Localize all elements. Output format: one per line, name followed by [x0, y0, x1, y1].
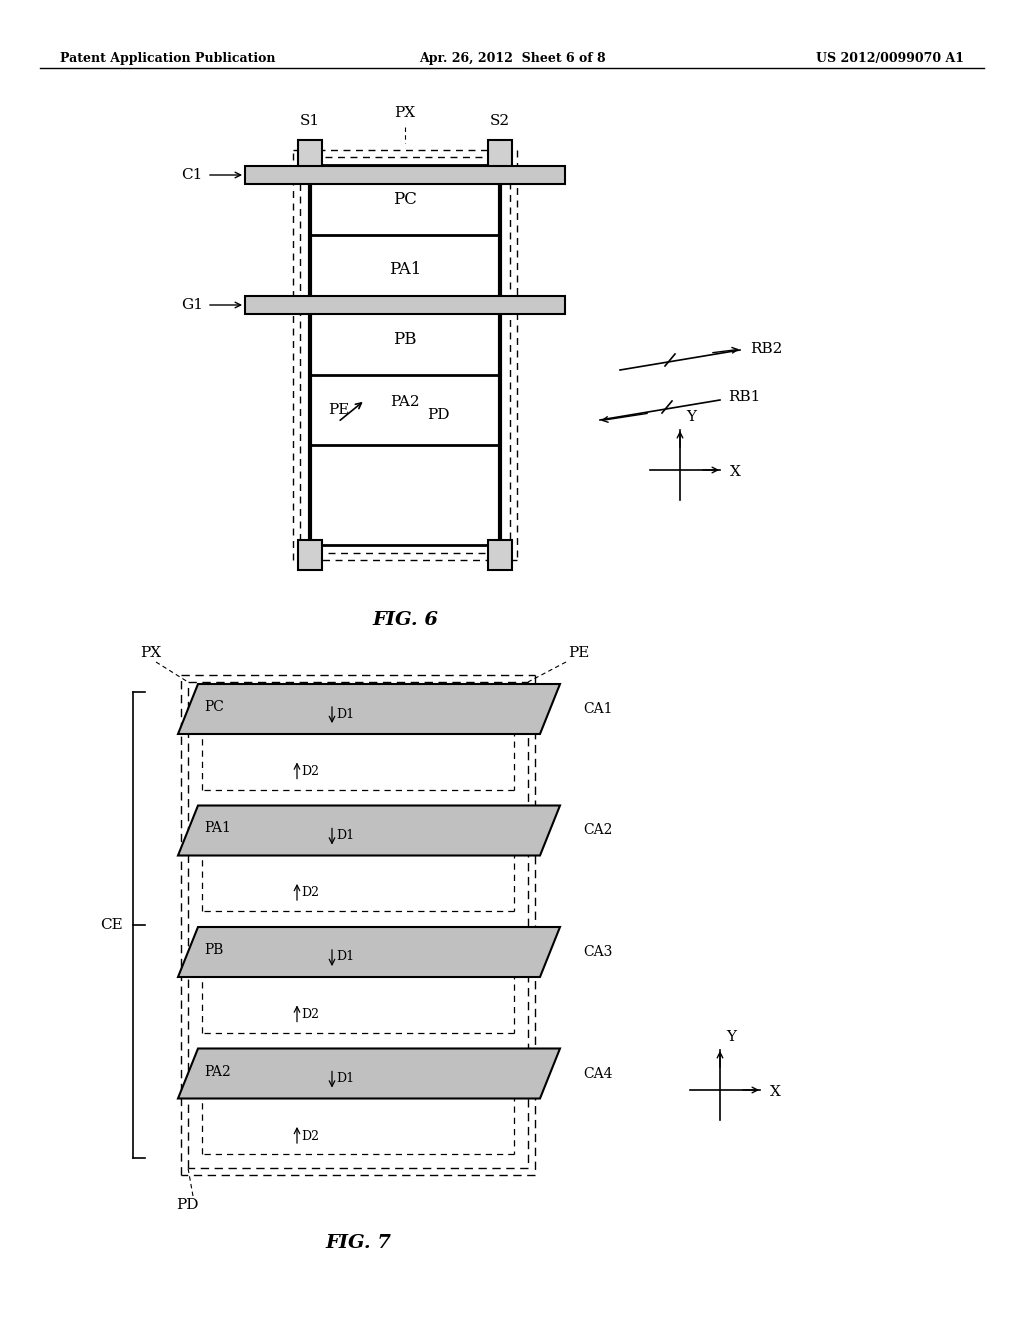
Polygon shape [178, 1048, 560, 1098]
Bar [298, 540, 322, 570]
Text: CA1: CA1 [583, 702, 612, 715]
Text: Y: Y [686, 411, 696, 424]
Text: PC: PC [204, 700, 224, 714]
Text: D1: D1 [336, 829, 354, 842]
Text: D1: D1 [336, 950, 354, 964]
Polygon shape [178, 805, 560, 855]
Text: C1: C1 [181, 168, 203, 182]
Text: PA2: PA2 [390, 395, 420, 409]
Text: PA1: PA1 [204, 821, 230, 836]
Text: X: X [730, 465, 741, 479]
Text: PX: PX [140, 645, 161, 660]
Text: PD: PD [427, 408, 450, 422]
Text: PB: PB [204, 942, 223, 957]
Text: PE: PE [568, 645, 590, 660]
Text: D2: D2 [301, 887, 319, 899]
Text: Y: Y [726, 1030, 736, 1044]
Polygon shape [178, 927, 560, 977]
Text: Patent Application Publication: Patent Application Publication [60, 51, 275, 65]
Text: G1: G1 [181, 298, 203, 312]
Text: D2: D2 [301, 766, 319, 777]
Text: PB: PB [393, 331, 417, 348]
Text: CE: CE [100, 917, 123, 932]
Text: FIG. 7: FIG. 7 [325, 1234, 391, 1251]
Text: D1: D1 [336, 708, 354, 721]
Text: CA4: CA4 [583, 1067, 612, 1081]
Text: PE: PE [328, 403, 349, 417]
Text: CA2: CA2 [583, 824, 612, 837]
Bar [488, 540, 512, 570]
Text: Apr. 26, 2012  Sheet 6 of 8: Apr. 26, 2012 Sheet 6 of 8 [419, 51, 605, 65]
Text: RB1: RB1 [728, 389, 761, 404]
Text: X: X [770, 1085, 781, 1100]
Text: CA3: CA3 [583, 945, 612, 960]
Text: S1: S1 [300, 114, 321, 128]
Bar [245, 296, 565, 314]
Text: PD: PD [176, 1199, 199, 1212]
Text: RB2: RB2 [750, 342, 782, 356]
Polygon shape [178, 684, 560, 734]
Text: D2: D2 [301, 1008, 319, 1020]
Text: S2: S2 [489, 114, 510, 128]
Text: D2: D2 [301, 1130, 319, 1143]
Bar [245, 166, 565, 183]
Bar [488, 140, 512, 170]
Bar [298, 140, 322, 170]
Text: PA1: PA1 [389, 261, 421, 279]
Text: FIG. 6: FIG. 6 [372, 611, 438, 630]
Text: PX: PX [394, 106, 416, 120]
Text: US 2012/0099070 A1: US 2012/0099070 A1 [816, 51, 964, 65]
Text: PA2: PA2 [204, 1064, 230, 1078]
Text: D1: D1 [336, 1072, 354, 1085]
Text: PC: PC [393, 191, 417, 209]
